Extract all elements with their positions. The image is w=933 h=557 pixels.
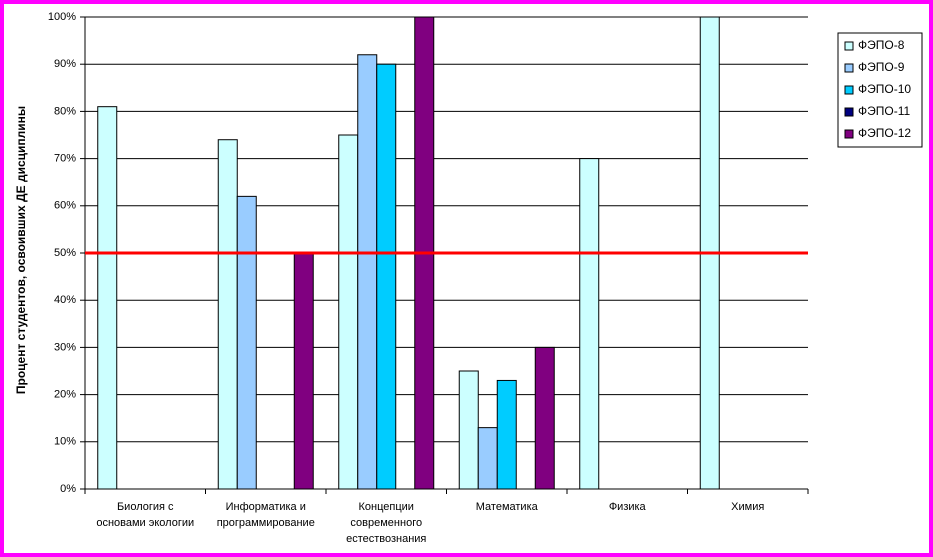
y-tick-label: 100%	[48, 11, 76, 23]
x-tick-label: основами экологии	[96, 517, 194, 529]
legend-label: ФЭПО-12	[858, 126, 911, 140]
bar	[534, 346, 555, 490]
bar	[477, 427, 498, 490]
bar	[376, 63, 397, 490]
x-tick-label: современного	[350, 517, 422, 529]
y-tick-label: 0%	[60, 483, 76, 495]
bar	[97, 106, 118, 490]
bar	[293, 252, 314, 490]
y-tick-label: 20%	[54, 389, 76, 401]
y-tick-label: 90%	[54, 58, 76, 70]
legend-label: ФЭПО-11	[858, 104, 910, 118]
legend-label: ФЭПО-10	[858, 82, 911, 96]
bar	[357, 54, 378, 490]
y-tick-label: 10%	[54, 436, 76, 448]
bar	[496, 379, 517, 490]
legend-label: ФЭПО-9	[858, 60, 905, 74]
bar	[236, 195, 257, 490]
x-tick-label: Биология с	[117, 501, 174, 513]
x-tick-label: программирование	[217, 517, 315, 529]
x-tick-label: Математика	[476, 501, 539, 513]
bar	[458, 370, 479, 490]
bar	[338, 134, 359, 490]
bar	[217, 139, 238, 490]
legend-swatch	[844, 129, 854, 139]
x-tick-label: Химия	[731, 501, 764, 513]
y-tick-label: 50%	[54, 247, 76, 259]
legend-label: ФЭПО-8	[858, 38, 905, 52]
x-tick-label: Информатика и	[226, 501, 306, 513]
bar	[579, 158, 600, 490]
legend-swatch	[844, 63, 854, 73]
x-tick-label: естествознания	[346, 533, 426, 545]
legend-box	[837, 32, 923, 148]
x-tick-label: Физика	[609, 501, 647, 513]
legend-swatch	[844, 41, 854, 51]
y-tick-label: 80%	[54, 105, 76, 117]
y-tick-label: 30%	[54, 341, 76, 353]
y-axis-label: Процент студентов, освоивших ДЕ дисципли…	[14, 106, 28, 394]
y-tick-label: 40%	[54, 294, 76, 306]
y-tick-label: 70%	[54, 153, 76, 165]
y-tick-label: 60%	[54, 200, 76, 212]
x-tick-label: Концепции	[359, 501, 414, 513]
legend-swatch	[844, 85, 854, 95]
legend-swatch	[844, 107, 854, 117]
